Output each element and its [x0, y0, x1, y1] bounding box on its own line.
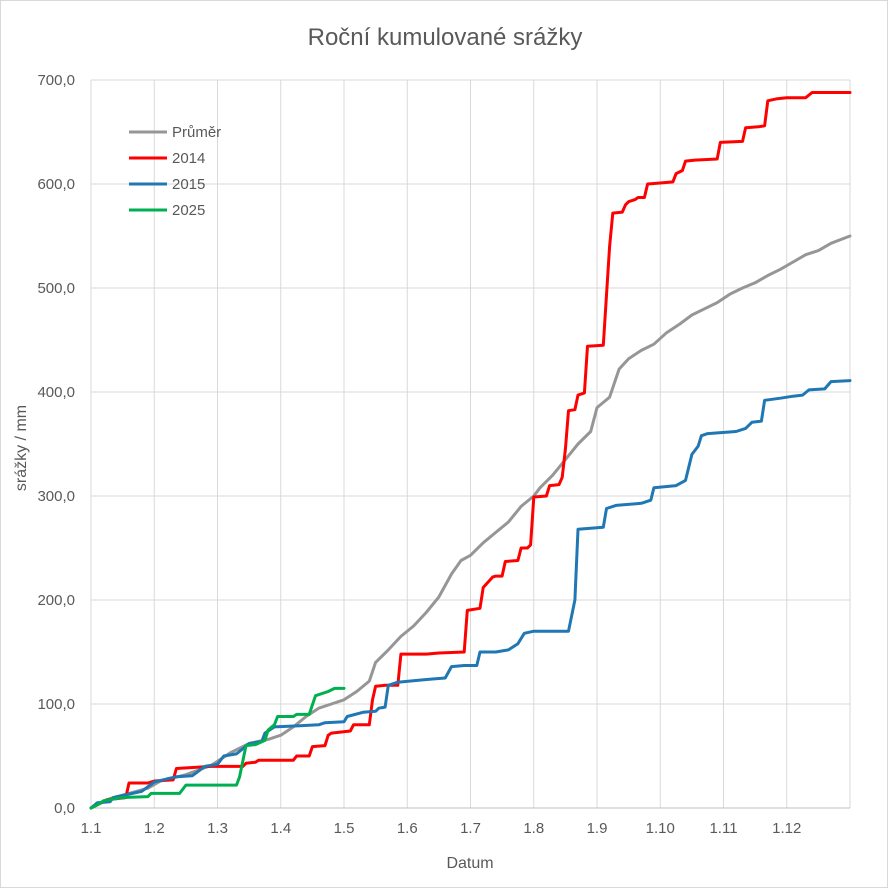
series-line-3 — [89, 379, 852, 810]
x-tick-label: 1.7 — [460, 820, 481, 837]
legend: Průměr 2014 2015 2025 — [129, 124, 221, 219]
legend-label: 2025 — [172, 202, 205, 219]
x-tick-label: 1.8 — [523, 820, 544, 837]
y-tick-label: 200,0 — [37, 592, 75, 609]
x-tick-label: 1.6 — [397, 820, 418, 837]
series-line-1 — [89, 234, 852, 810]
series-line-4 — [89, 686, 346, 810]
x-tick-label: 1.4 — [270, 820, 291, 837]
x-tick-label: 1.9 — [587, 820, 608, 837]
y-tick-label: 600,0 — [37, 176, 75, 193]
chart-title: Roční kumulované srážky — [308, 24, 583, 51]
legend-label: 2014 — [172, 150, 205, 167]
legend-label: Průměr — [172, 124, 221, 141]
legend-label: 2015 — [172, 176, 205, 193]
series-layer — [89, 91, 852, 810]
y-tick-label: 0,0 — [54, 800, 75, 817]
y-tick-label: 500,0 — [37, 280, 75, 297]
y-tick-label: 300,0 — [37, 488, 75, 505]
x-tick-label: 1.12 — [772, 820, 801, 837]
y-tick-label: 100,0 — [37, 696, 75, 713]
x-tick-label: 1.1 — [81, 820, 102, 837]
x-tick-label: 1.2 — [144, 820, 165, 837]
y-axis-label: srážky / mm — [13, 405, 30, 491]
x-axis-label: Datum — [446, 855, 493, 872]
x-tick-label: 1.10 — [646, 820, 675, 837]
y-axis-ticks: 0,0 100,0 200,0 300,0 400,0 500,0 600,0 700,0 — [37, 72, 75, 817]
x-tick-label: 1.5 — [334, 820, 355, 837]
y-tick-label: 400,0 — [37, 384, 75, 401]
grid-layer — [90, 79, 851, 809]
x-tick-label: 1.11 — [709, 820, 737, 837]
y-tick-label: 700,0 — [37, 72, 75, 89]
series-line-2 — [89, 91, 852, 810]
x-axis-ticks: 1.1 1.2 1.3 1.4 1.5 1.6 1.7 1.8 1.9 1.10 1.11 1.12 — [81, 820, 802, 837]
x-tick-label: 1.3 — [207, 820, 228, 837]
